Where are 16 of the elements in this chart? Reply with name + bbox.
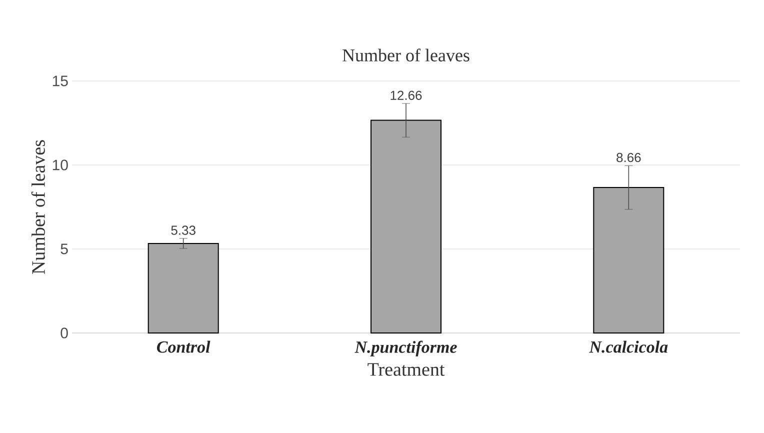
data-label: 12.66	[390, 90, 422, 100]
x-axis-title: Treatment	[368, 363, 445, 376]
bar	[148, 242, 219, 334]
data-label: 8.66	[616, 152, 641, 162]
data-label: 5.33	[171, 226, 196, 235]
y-tick-label: 15	[52, 76, 68, 86]
chart-title: Number of leaves	[342, 48, 470, 62]
x-tick-label: N.punctiforme	[354, 340, 457, 356]
y-axis-title: Number of leaves	[31, 140, 45, 274]
bar	[370, 120, 442, 334]
bar	[593, 187, 664, 334]
x-tick-label: N.calcicola	[589, 340, 668, 353]
y-tick-label: 10	[52, 160, 68, 170]
y-tick-label: 5	[60, 244, 68, 254]
x-tick-label: Control	[156, 340, 210, 353]
y-tick-label: 0	[60, 328, 68, 338]
